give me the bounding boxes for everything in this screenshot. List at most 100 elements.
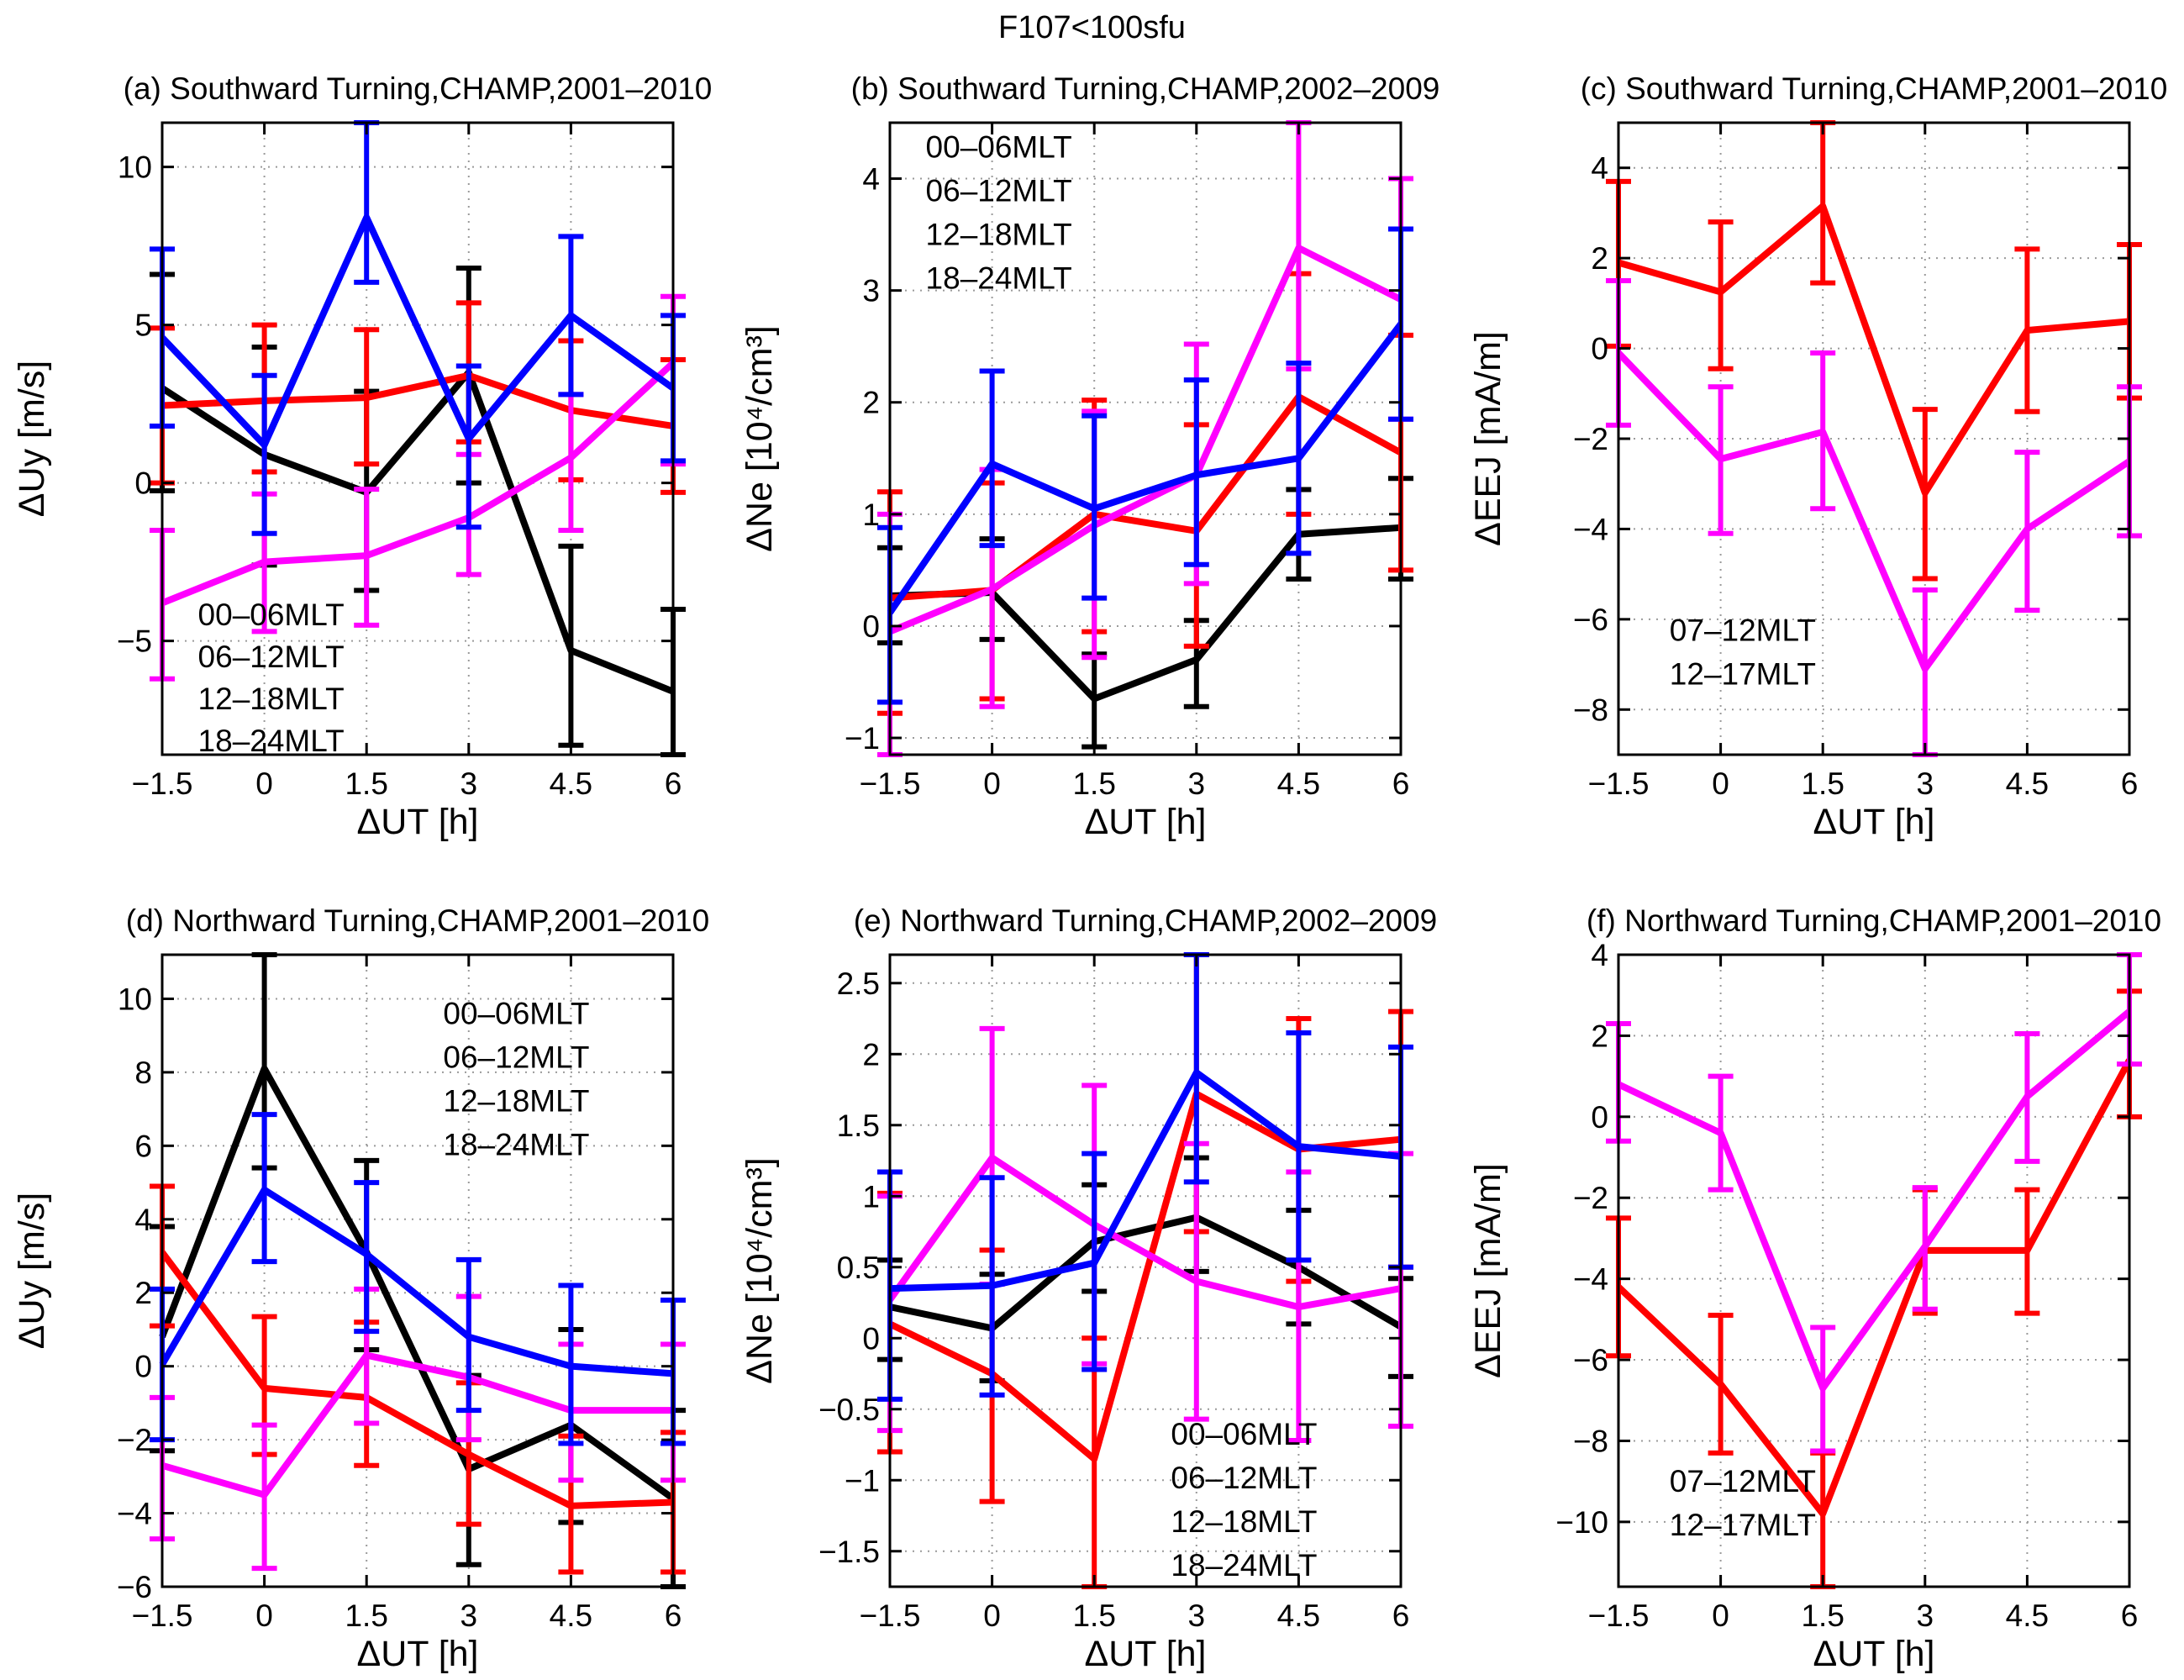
a-xlabel: ΔUT [h] [356,802,478,842]
a-xtick-label: −1.5 [131,766,192,801]
a-xtick-label: 1.5 [345,766,387,801]
c-ytick-label: −6 [1573,603,1608,637]
c-ytick-label: −4 [1573,512,1608,546]
e-xtick-label: 6 [1392,1598,1410,1633]
b-legend-entry: 06–12MLT [926,173,1072,208]
f-ytick-label: −6 [1573,1343,1608,1377]
panel-d-chart: −1.5 0 1.5 3 4.5 6 10 8 6 4 2 0 −2 −4 −6 (d) Northward … [12,903,709,1674]
b-ytick-label: 4 [862,162,880,197]
f-ytick-label: −10 [1555,1505,1608,1540]
d-ytick-label: −4 [117,1497,152,1531]
a-ytick-label: 10 [118,150,152,185]
d-legend-entry: 06–12MLT [443,1040,589,1075]
e-ytick-label: −0.5 [818,1393,880,1427]
panel-e-chart: −1.5 0 1.5 3 4.5 6 2.5 2 1.5 1 0.5 0 −0.5 −1 −1.5 (e) N… [739,903,1437,1674]
c-series-07-12MLT [1606,120,2142,582]
e-xtick-label: 1.5 [1072,1598,1115,1633]
c-ytick-label: −2 [1573,422,1608,456]
panel-a-chart: −1.5 0 1.5 3 4.5 6 10 5 0 −5 (a) Southward Turning… [12,71,713,842]
d-xtick-label: 6 [665,1598,682,1633]
f-ytick-label: −8 [1573,1424,1608,1458]
f-ytick-label: 4 [1591,938,1608,972]
a-ytick-label: −5 [117,624,152,659]
f-legend-entry: 07–12MLT [1670,1464,1816,1498]
f-title: (f) Northward Turning,CHAMP,2001–2010 [1587,903,2161,938]
e-ytick-label: −1 [845,1463,880,1498]
a-title: (a) Southward Turning,CHAMP,2001–2010 [124,71,713,106]
a-xtick-label: 0 [255,766,273,801]
d-legend: 00–06MLT 06–12MLT 12–18MLT 18–24MLT [443,997,589,1162]
b-series-18-24MLT [877,226,1413,705]
a-legend-entry: 06–12MLT [198,640,345,674]
b-ytick-label: 2 [862,386,880,420]
d-title: (d) Northward Turning,CHAMP,2001–2010 [126,903,709,938]
e-ytick-label: 0.5 [837,1251,880,1285]
f-axes [1617,953,2131,1588]
c-ytick-label: 2 [1591,241,1608,276]
d-ytick-label: 2 [134,1276,152,1310]
d-xtick-label: 1.5 [345,1598,387,1633]
f-xtick-label: 3 [1917,1598,1934,1633]
e-legend-entry: 06–12MLT [1171,1461,1317,1495]
a-xtick-label: 4.5 [550,766,592,801]
a-legend-entry: 12–18MLT [198,682,345,716]
e-ytick-label: 1 [862,1179,880,1214]
figure-title: F107<100sfu [998,10,1186,45]
d-ytick-label: 0 [134,1350,152,1384]
f-xtick-label: 1.5 [1801,1598,1844,1633]
e-xtick-label: 3 [1188,1598,1206,1633]
f-ytick-label: 0 [1591,1100,1608,1135]
c-xlabel: ΔUT [h] [1813,802,1934,842]
d-legend-entry: 12–18MLT [443,1084,589,1119]
c-legend: 07–12MLT 12–17MLT [1670,614,1816,692]
d-xlabel: ΔUT [h] [356,1634,478,1674]
e-series-06-12MLT [877,952,1413,1589]
d-ytick-label: 10 [118,982,152,1016]
e-legend-entry: 00–06MLT [1171,1417,1317,1451]
c-xtick-label: 4.5 [2006,766,2049,801]
e-xtick-label: 4.5 [1277,1598,1320,1633]
a-ylabel: ΔUy [m/s] [12,361,52,517]
panel-b-chart: −1.5 0 1.5 3 4.5 6 4 3 2 1 0 −1 (b) Southward Turnin… [739,71,1439,842]
e-ytick-label: 0 [862,1321,880,1356]
f-ytick-label: −2 [1573,1181,1608,1215]
d-xtick-label: 0 [255,1598,273,1633]
c-axes [1617,121,2131,756]
b-ytick-label: 1 [862,498,880,532]
b-xtick-label: −1.5 [859,766,920,801]
a-xtick-label: 6 [665,766,682,801]
f-tick-labels: −1.5 0 1.5 3 4.5 6 4 2 0 −2 −4 −6 −8 −10 [1555,938,2138,1633]
b-xtick-label: 4.5 [1277,766,1320,801]
b-xlabel: ΔUT [h] [1084,802,1206,842]
f-xtick-label: 0 [1712,1598,1729,1633]
f-ytick-label: 2 [1591,1019,1608,1053]
d-tick-labels: −1.5 0 1.5 3 4.5 6 10 8 6 4 2 0 −2 −4 −6 [117,982,682,1633]
a-ytick-label: 5 [134,308,152,343]
f-ytick-label: −4 [1573,1262,1608,1297]
e-xtick-label: −1.5 [859,1598,920,1633]
c-legend-entry: 07–12MLT [1670,614,1816,648]
f-xtick-label: 4.5 [2006,1598,2049,1633]
e-xtick-label: 0 [983,1598,1001,1633]
e-tick-labels: −1.5 0 1.5 3 4.5 6 2.5 2 1.5 1 0.5 0 −0.5 −1 −1.5 [818,966,1409,1633]
a-series-18-24MLT [150,120,686,536]
b-tick-labels: −1.5 0 1.5 3 4.5 6 4 3 2 1 0 −1 [845,162,1409,801]
f-legend-entry: 12–17MLT [1670,1508,1816,1542]
f-xtick-label: 6 [2121,1598,2139,1633]
a-legend: 00–06MLT 06–12MLT 12–18MLT 18–24MLT [198,598,345,758]
f-xtick-label: −1.5 [1587,1598,1649,1633]
d-ytick-label: 8 [134,1056,152,1090]
a-legend-entry: 18–24MLT [198,724,345,758]
f-ylabel: ΔEEJ [mA/m] [1468,1163,1508,1378]
b-legend-entry: 12–18MLT [926,217,1072,251]
a-axes [161,121,675,756]
b-ylabel: ΔNe [10⁴/cm³] [739,325,780,551]
d-ytick-label: 6 [134,1129,152,1163]
panel-c-chart: −1.5 0 1.5 3 4.5 6 4 2 0 −2 −4 −6 −8 (c) Southward Tu… [1468,71,2167,842]
f-xlabel: ΔUT [h] [1813,1634,1934,1674]
d-legend-entry: 00–06MLT [443,997,589,1031]
b-ytick-label: 0 [862,609,880,644]
e-legend-entry: 18–24MLT [1171,1548,1317,1583]
e-axes [888,953,1402,1588]
